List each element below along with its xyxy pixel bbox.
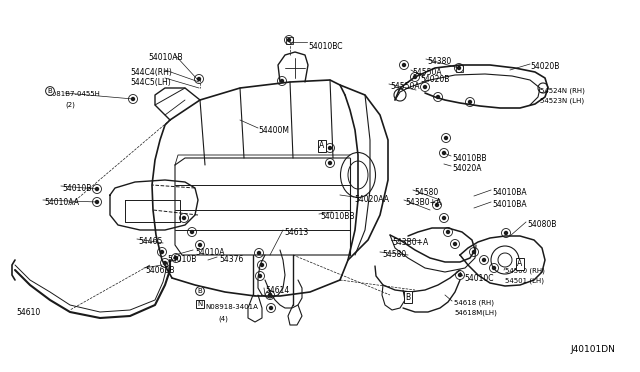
Circle shape — [447, 231, 449, 234]
Text: A: A — [319, 141, 324, 151]
Text: 54380: 54380 — [427, 57, 451, 66]
Circle shape — [95, 187, 99, 190]
Text: 54010BA: 54010BA — [492, 200, 527, 209]
Circle shape — [328, 161, 332, 164]
Text: 54550A: 54550A — [390, 82, 420, 91]
Text: 54010B: 54010B — [62, 184, 92, 193]
Text: 54020AA: 54020AA — [354, 195, 389, 204]
Text: 54523N (LH): 54523N (LH) — [540, 98, 584, 105]
Text: 54465: 54465 — [138, 237, 163, 246]
Text: 54580: 54580 — [414, 188, 438, 197]
Circle shape — [493, 266, 495, 269]
Text: 54618 (RH): 54618 (RH) — [454, 299, 494, 305]
Text: 54010AB: 54010AB — [148, 53, 182, 62]
Circle shape — [95, 201, 99, 203]
Circle shape — [257, 251, 260, 254]
Circle shape — [287, 38, 291, 42]
Text: 543B0+A: 543B0+A — [405, 198, 441, 207]
Text: 54060B: 54060B — [145, 266, 175, 275]
Circle shape — [454, 243, 456, 246]
Circle shape — [161, 250, 163, 253]
Text: 544C5(LH): 544C5(LH) — [130, 78, 171, 87]
Circle shape — [280, 80, 284, 83]
Text: 54010BC: 54010BC — [308, 42, 342, 51]
Text: N08918-3401A: N08918-3401A — [205, 304, 258, 310]
Circle shape — [468, 100, 472, 103]
Text: 54618M(LH): 54618M(LH) — [454, 309, 497, 315]
Text: 54500 (RH): 54500 (RH) — [505, 268, 545, 275]
Text: 543B0+A: 543B0+A — [392, 238, 428, 247]
Text: 54010C: 54010C — [464, 274, 493, 283]
Text: 54020A: 54020A — [452, 164, 481, 173]
Text: B: B — [47, 88, 52, 94]
Text: A: A — [517, 260, 523, 269]
Circle shape — [260, 263, 264, 266]
Text: B: B — [198, 288, 202, 294]
Text: 54376: 54376 — [219, 255, 243, 264]
Circle shape — [436, 96, 440, 99]
Text: 54020B: 54020B — [420, 75, 449, 84]
Text: 54400M: 54400M — [258, 126, 289, 135]
Text: 54010B: 54010B — [167, 255, 196, 264]
Circle shape — [198, 77, 200, 80]
Circle shape — [424, 86, 426, 89]
Text: 54010AA: 54010AA — [44, 198, 79, 207]
Text: 54010A: 54010A — [195, 248, 225, 257]
Text: 54610: 54610 — [16, 308, 40, 317]
Circle shape — [458, 67, 461, 70]
Text: 54020B: 54020B — [530, 62, 559, 71]
Text: 54501 (LH): 54501 (LH) — [505, 278, 544, 285]
Text: 54010BB: 54010BB — [452, 154, 486, 163]
Text: 54010BB: 54010BB — [320, 212, 355, 221]
Circle shape — [131, 97, 134, 100]
Circle shape — [445, 137, 447, 140]
Circle shape — [442, 217, 445, 219]
Text: J40101DN: J40101DN — [570, 345, 615, 354]
Circle shape — [198, 244, 202, 247]
Bar — [285, 36, 292, 44]
Circle shape — [403, 64, 406, 67]
Circle shape — [458, 273, 461, 276]
Text: 54550A: 54550A — [412, 68, 442, 77]
Text: B081B7-0455H: B081B7-0455H — [47, 91, 100, 97]
Text: 54614: 54614 — [265, 286, 289, 295]
Circle shape — [472, 250, 476, 253]
Circle shape — [483, 259, 486, 262]
Bar — [456, 64, 463, 71]
Text: (4): (4) — [218, 315, 228, 321]
Circle shape — [504, 231, 508, 234]
Circle shape — [269, 294, 271, 296]
Text: 54580: 54580 — [382, 250, 406, 259]
Text: 544C4(RH): 544C4(RH) — [130, 68, 172, 77]
Text: 54613: 54613 — [284, 228, 308, 237]
Text: 54080B: 54080B — [527, 220, 556, 229]
Circle shape — [182, 217, 186, 219]
Circle shape — [259, 275, 262, 278]
Circle shape — [269, 307, 273, 310]
Circle shape — [328, 147, 332, 150]
Circle shape — [442, 151, 445, 154]
Text: 54010BA: 54010BA — [492, 188, 527, 197]
Text: N: N — [197, 301, 203, 307]
Circle shape — [191, 231, 193, 234]
Text: (2): (2) — [65, 101, 75, 108]
Text: 54524N (RH): 54524N (RH) — [540, 88, 585, 94]
Circle shape — [413, 76, 417, 78]
Circle shape — [175, 257, 177, 260]
Circle shape — [163, 262, 166, 264]
Text: B: B — [405, 292, 411, 301]
Circle shape — [435, 203, 438, 206]
